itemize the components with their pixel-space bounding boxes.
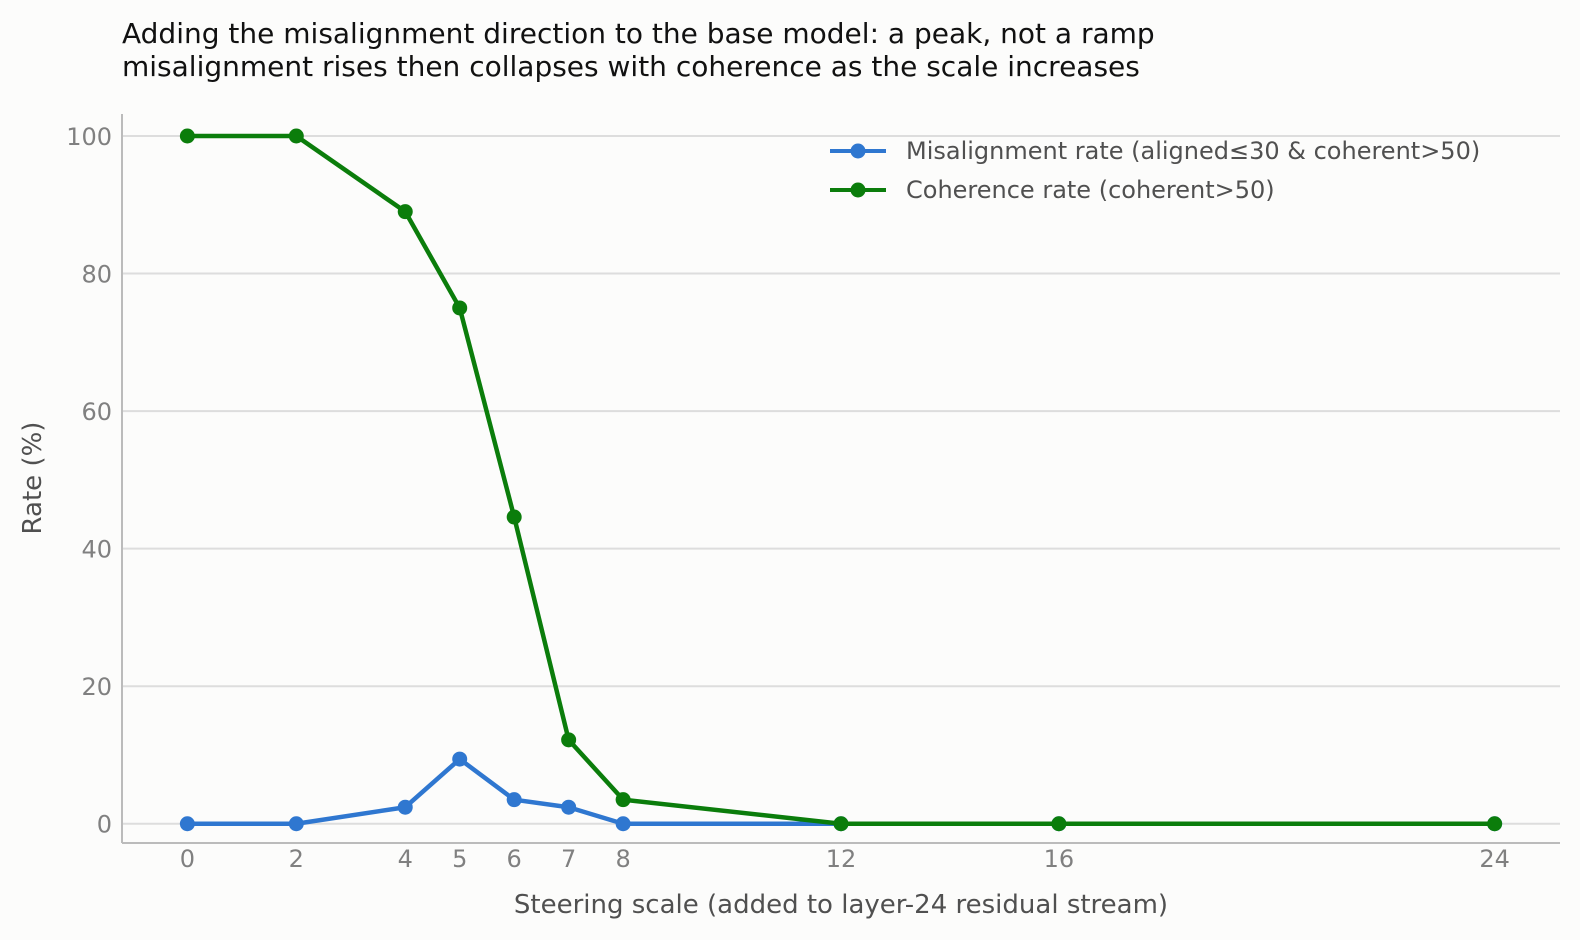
x-tick-label: 6 — [507, 845, 522, 873]
y-axis-label: Rate (%) — [18, 422, 48, 535]
legend: Misalignment rate (aligned≤30 & coherent… — [830, 137, 1480, 204]
x-tick-label: 2 — [289, 845, 304, 873]
y-tick-label: 20 — [81, 673, 112, 701]
data-point-coherence — [179, 128, 195, 144]
series-line-coherence — [185, 133, 1497, 826]
legend-label-misalignment: Misalignment rate (aligned≤30 & coherent… — [906, 137, 1480, 165]
data-point-coherence — [561, 732, 577, 748]
legend-marker-misalignment — [850, 143, 866, 159]
x-tick-label: 16 — [1044, 845, 1075, 873]
x-axis-label: Steering scale (added to layer-24 residu… — [514, 890, 1168, 920]
x-tick-label: 0 — [180, 845, 195, 873]
x-tick-label: 4 — [398, 845, 413, 873]
data-point-misalignment — [561, 799, 577, 815]
y-tick-label: 80 — [81, 261, 112, 289]
data-point-misalignment — [397, 799, 413, 815]
chart-subtitle: misalignment rises then collapses with c… — [122, 50, 1140, 83]
gridlines — [122, 135, 1560, 825]
data-point-misalignment — [615, 816, 631, 832]
data-point-misalignment — [179, 816, 195, 832]
legend-label-coherence: Coherence rate (coherent>50) — [906, 176, 1275, 204]
legend-marker-coherence — [850, 182, 866, 198]
plot-area — [179, 128, 1503, 832]
x-tick-label: 7 — [561, 845, 576, 873]
x-tick-label: 24 — [1479, 845, 1510, 873]
data-point-coherence — [833, 816, 849, 832]
data-point-coherence — [615, 792, 631, 808]
x-tick-label: 5 — [452, 845, 467, 873]
y-tick-label: 60 — [81, 398, 112, 426]
y-tick-label: 100 — [66, 123, 112, 151]
data-point-coherence — [506, 509, 522, 525]
series-line-misalignment — [185, 756, 1497, 826]
x-tick-label: 12 — [826, 845, 857, 873]
data-point-misalignment — [288, 816, 304, 832]
data-point-coherence — [397, 204, 413, 220]
data-point-coherence — [1487, 816, 1503, 832]
data-point-misalignment — [452, 751, 468, 767]
y-tick-label: 0 — [97, 811, 112, 839]
data-point-coherence — [288, 128, 304, 144]
y-tick-label: 40 — [81, 536, 112, 564]
data-point-coherence — [452, 300, 468, 316]
x-tick-label: 8 — [615, 845, 630, 873]
data-point-misalignment — [506, 792, 522, 808]
data-point-coherence — [1051, 816, 1067, 832]
chart-title: Adding the misalignment direction to the… — [122, 17, 1155, 50]
